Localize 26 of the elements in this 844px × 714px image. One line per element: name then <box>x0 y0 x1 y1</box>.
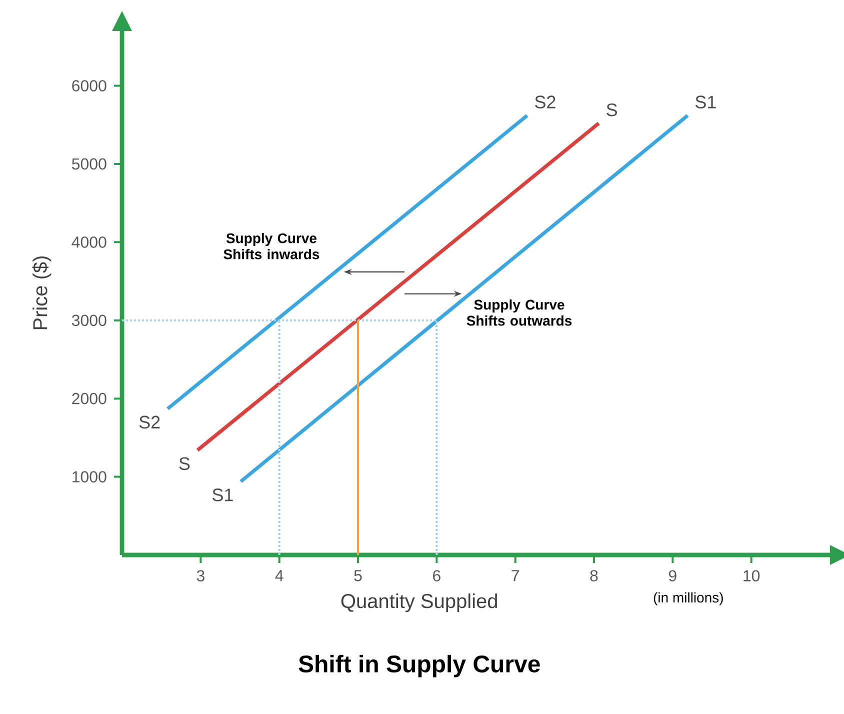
y-tick-label: 4000 <box>72 236 106 248</box>
text: S2 <box>139 416 160 429</box>
y-tick-label: 5000 <box>72 158 106 170</box>
y-axis-title: Price ($) <box>32 256 52 330</box>
annotation: Supply Curve Shifts outwards <box>466 299 572 326</box>
y-tick-label: 1000 <box>72 471 106 482</box>
text: S1 <box>212 488 233 502</box>
x-tick-label: 3 <box>196 570 204 582</box>
x-tick-label: 7 <box>512 570 519 582</box>
text: S <box>179 457 190 470</box>
series-label: S2 <box>535 96 556 108</box>
x-axis-title: Quantity Supplied <box>341 594 497 612</box>
x-tick-label: 8 <box>590 570 598 582</box>
text: (in millions) <box>654 592 723 606</box>
x-tick-label: 6 <box>433 570 440 582</box>
x-tick-label: 10 <box>744 570 760 582</box>
text: Shift in Supply Curve <box>298 654 540 678</box>
annotation: Supply Curve Shifts inwards <box>224 232 320 260</box>
series-label: S1 <box>695 96 716 108</box>
x-tick-label: 9 <box>668 570 676 582</box>
y-tick-label: 6000 <box>72 80 106 92</box>
x-tick-label: 4 <box>275 570 284 582</box>
y-tick-label: 3000 <box>72 314 106 326</box>
series-label: S <box>606 103 617 116</box>
y-tick-label: 2000 <box>72 392 106 404</box>
x-tick-label: 5 <box>354 570 362 582</box>
